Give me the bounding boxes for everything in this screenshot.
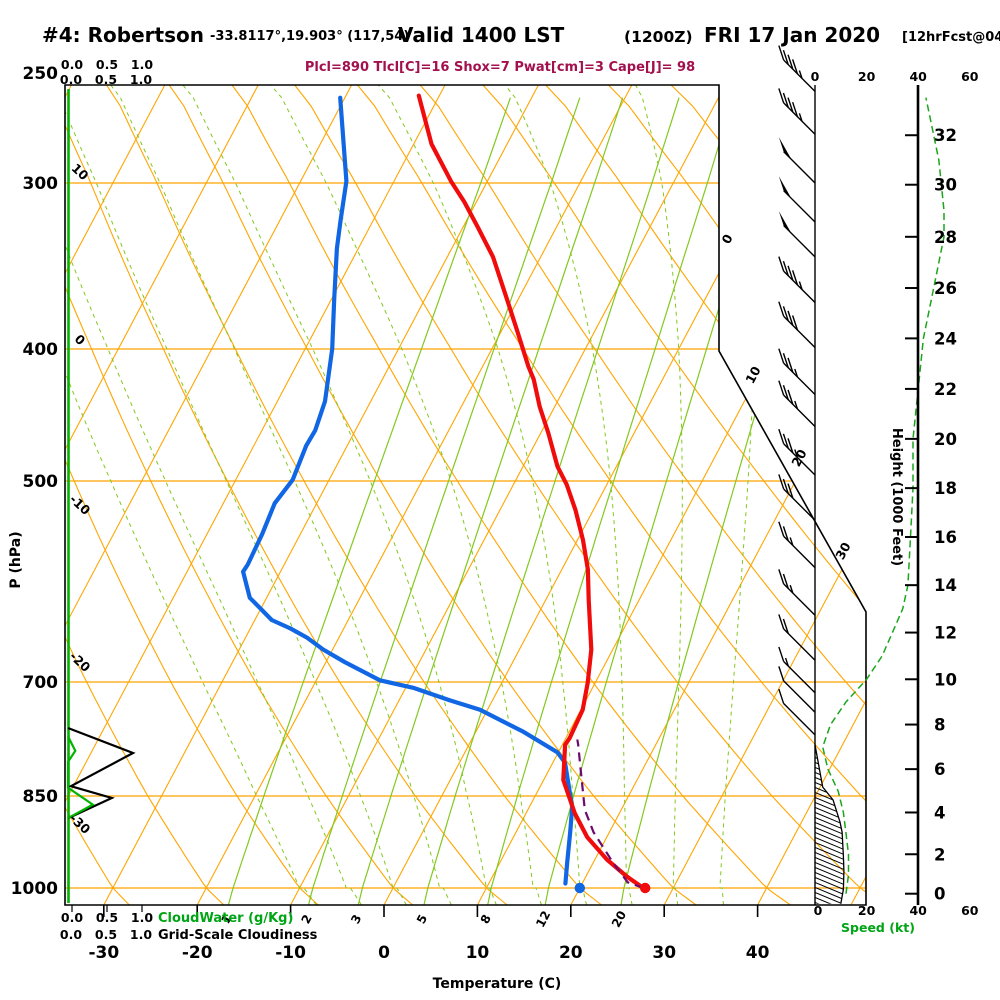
svg-text:-30: -30 (88, 943, 119, 963)
cloudwater-axis-label: CloudWater (g/Kg) (158, 911, 293, 926)
svg-text:3: 3 (348, 912, 364, 926)
surface-dots (574, 882, 651, 894)
svg-text:20: 20 (609, 908, 629, 929)
sounding-curves (241, 93, 646, 891)
svg-text:26: 26 (934, 279, 957, 298)
svg-text:12: 12 (934, 624, 957, 643)
svg-text:22: 22 (934, 380, 957, 399)
svg-text:2: 2 (934, 845, 945, 864)
title-station: #4: Robertson (42, 23, 204, 47)
svg-text:-20: -20 (67, 649, 94, 676)
svg-text:250: 250 (23, 64, 59, 84)
background-grid-lines (65, 85, 866, 905)
svg-text:0.0: 0.0 (61, 57, 83, 72)
svg-text:20: 20 (858, 69, 876, 84)
temperature-axis-label: Temperature (C) (433, 976, 562, 992)
svg-text:20: 20 (858, 903, 876, 918)
height-axis-label: Height (1000 Feet) (889, 428, 904, 566)
svg-text:30: 30 (934, 176, 957, 195)
svg-text:0.5: 0.5 (96, 57, 118, 72)
cloudiness-axis-label: Grid-Scale Cloudiness (158, 928, 318, 943)
svg-text:60: 60 (961, 69, 979, 84)
title-date: FRI 17 Jan 2020 (704, 23, 880, 47)
svg-text:30: 30 (652, 943, 676, 963)
svg-text:0.0: 0.0 (61, 910, 83, 925)
svg-text:32: 32 (934, 126, 957, 145)
svg-text:8: 8 (478, 912, 494, 926)
svg-text:20: 20 (559, 943, 583, 963)
svg-text:0: 0 (378, 943, 390, 963)
speed-axis-label: Speed (kt) (841, 920, 915, 935)
svg-text:-30: -30 (67, 811, 94, 838)
svg-text:20: 20 (788, 446, 810, 469)
svg-text:0: 0 (814, 903, 823, 918)
svg-text:0.5: 0.5 (96, 910, 118, 925)
svg-text:0: 0 (934, 885, 945, 904)
svg-text:700: 700 (23, 673, 59, 693)
svg-text:18: 18 (934, 479, 957, 498)
svg-text:40: 40 (746, 943, 770, 963)
svg-text:60: 60 (961, 903, 979, 918)
svg-text:1.0: 1.0 (130, 927, 152, 942)
title-fcst: [12hrFcst@0446z] (902, 30, 1000, 45)
svg-text:0.0: 0.0 (60, 927, 82, 942)
svg-text:40: 40 (909, 903, 927, 918)
svg-text:5: 5 (414, 912, 430, 926)
svg-text:-10: -10 (67, 492, 94, 519)
plot-border (64, 84, 867, 906)
svg-text:24: 24 (934, 329, 957, 348)
svg-text:10: 10 (934, 670, 957, 689)
svg-text:1.0: 1.0 (131, 910, 153, 925)
low-level-speed-envelope (814, 744, 845, 904)
svg-text:4: 4 (934, 803, 945, 822)
svg-text:8: 8 (934, 716, 945, 735)
svg-text:0: 0 (811, 69, 820, 84)
svg-text:10: 10 (742, 363, 764, 386)
svg-text:500: 500 (23, 472, 59, 492)
svg-text:16: 16 (934, 528, 957, 547)
svg-text:20: 20 (934, 430, 957, 449)
svg-text:850: 850 (23, 787, 59, 807)
cloud-profiles (66, 89, 136, 903)
svg-text:-10: -10 (275, 943, 306, 963)
title-valid-z: (1200Z) (624, 28, 693, 46)
svg-text:28: 28 (934, 228, 957, 247)
svg-text:10: 10 (466, 943, 490, 963)
svg-text:1.0: 1.0 (131, 57, 153, 72)
svg-text:0.0: 0.0 (60, 72, 82, 87)
indices-line: Plcl=890 Tlcl[C]=16 Shox=7 Pwat[cm]=3 Ca… (305, 60, 695, 75)
title-coords: -33.8117°,19.903° (117,54) (210, 29, 409, 44)
svg-text:6: 6 (934, 760, 945, 779)
svg-text:300: 300 (23, 174, 59, 194)
svg-text:14: 14 (934, 576, 957, 595)
svg-text:0.5: 0.5 (95, 72, 117, 87)
pressure-axis-label: P (hPa) (8, 531, 24, 588)
svg-text:0: 0 (72, 331, 89, 348)
svg-text:12: 12 (533, 908, 553, 929)
svg-text:30: 30 (832, 539, 854, 562)
svg-text:40: 40 (909, 69, 927, 84)
svg-text:1000: 1000 (11, 879, 58, 899)
wind-barb-column (778, 45, 816, 905)
title-valid: Valid 1400 LST (398, 23, 565, 47)
svg-text:-20: -20 (182, 943, 213, 963)
svg-text:0: 0 (718, 231, 735, 246)
svg-text:0.5: 0.5 (95, 927, 117, 942)
svg-text:1.0: 1.0 (130, 72, 152, 87)
speed-profile-curve (821, 97, 945, 894)
svg-text:400: 400 (23, 340, 59, 360)
svg-text:2: 2 (299, 912, 315, 926)
